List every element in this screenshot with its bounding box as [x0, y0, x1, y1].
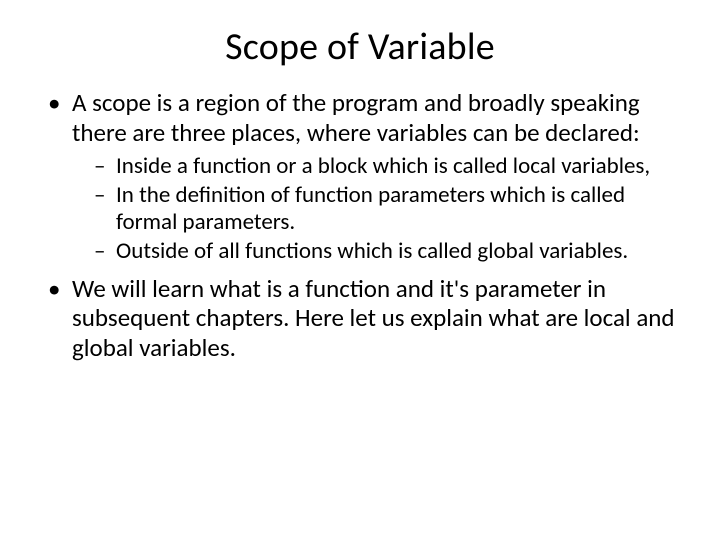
list-item: We will learn what is a function and it'… [44, 274, 676, 363]
list-item: A scope is a region of the program and b… [44, 88, 676, 266]
sub-bullet-list: Inside a function or a block which is ca… [72, 153, 676, 266]
list-item: Outside of all functions which is called… [94, 238, 676, 265]
list-item: In the definition of function parameters… [94, 182, 676, 236]
slide-title: Scope of Variable [44, 24, 676, 70]
slide: Scope of Variable A scope is a region of… [0, 0, 720, 540]
list-item: Inside a function or a block which is ca… [94, 153, 676, 180]
sub-bullet-text: Inside a function or a block which is ca… [116, 152, 650, 180]
sub-bullet-text: Outside of all functions which is called… [116, 237, 628, 265]
bullet-list: A scope is a region of the program and b… [44, 88, 676, 362]
bullet-text: A scope is a region of the program and b… [72, 87, 640, 148]
sub-bullet-text: In the definition of function parameters… [116, 181, 625, 236]
bullet-text: We will learn what is a function and it'… [72, 273, 675, 363]
